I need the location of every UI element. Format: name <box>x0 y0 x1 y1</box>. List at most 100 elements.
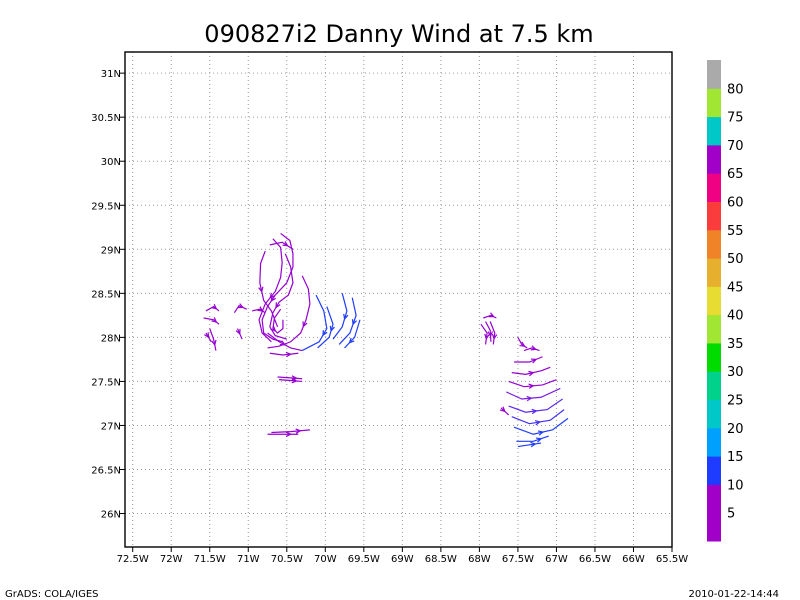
colorbar-label: 75 <box>727 111 744 126</box>
x-tick-label: 66W <box>622 554 645 565</box>
streamline-arrowhead <box>531 408 538 415</box>
streamline <box>279 379 303 383</box>
streamline-arrowhead <box>526 395 533 402</box>
y-tick-label: 28N <box>101 333 121 344</box>
colorbar-swatch <box>707 342 721 372</box>
streamline-arrowhead <box>211 303 218 310</box>
x-tick-label: 66.5W <box>579 554 611 565</box>
streamline <box>209 328 217 351</box>
streamline <box>516 435 549 442</box>
y-tick-label: 29.5N <box>91 201 121 212</box>
streamline-arrowhead <box>204 332 210 339</box>
x-tick-label: 68W <box>468 554 491 565</box>
streamline <box>233 304 247 314</box>
colorbar-label: 45 <box>727 280 744 295</box>
streamline <box>269 352 299 356</box>
colorbar: 5 10 15 20 25 30 35 40 45 50 55 60 65 70 75 80 <box>707 60 744 542</box>
colorbar-label: 70 <box>727 139 744 154</box>
streamline <box>517 442 542 448</box>
streamline-arrowhead <box>519 341 526 347</box>
x-tick-label: 68.5W <box>425 554 457 565</box>
streamline-arrowhead <box>528 370 535 377</box>
streamline-arrowhead <box>211 339 217 347</box>
colorbar-label: 25 <box>727 394 744 409</box>
streamline <box>344 319 361 349</box>
colorbar-swatch <box>707 399 721 429</box>
streamlines-layer <box>203 232 569 448</box>
x-tick-label: 67.5W <box>502 554 534 565</box>
colorbar-label: 5 <box>727 507 735 522</box>
footer-timestamp: 2010-01-22-14:44 <box>688 589 779 600</box>
y-tick-label: 31N <box>101 69 121 80</box>
x-tick-label: 72W <box>160 554 183 565</box>
colorbar-swatch <box>707 427 721 457</box>
colorbar-label: 10 <box>727 478 744 493</box>
colorbar-swatch <box>707 229 721 259</box>
streamline-arrowhead <box>530 358 538 364</box>
y-tick-label: 26.5N <box>91 465 121 476</box>
streamline-arrowhead <box>282 241 289 247</box>
streamline <box>269 241 294 250</box>
colorbar-label: 65 <box>727 167 744 182</box>
streamline-arrowhead <box>530 345 537 351</box>
streamline <box>203 317 220 325</box>
colorbar-label: 55 <box>727 224 744 239</box>
colorbar-swatch <box>707 144 721 174</box>
y-tick-label: 29N <box>101 245 121 256</box>
streamline-arrowhead <box>275 302 281 309</box>
streamline <box>480 323 488 345</box>
streamline-arrowhead <box>537 430 545 436</box>
streamline-arrowhead <box>351 319 358 326</box>
colorbar-label: 50 <box>727 252 744 267</box>
streamline <box>261 232 294 343</box>
streamline-arrowhead <box>322 330 328 337</box>
streamline-arrowhead <box>257 306 264 312</box>
streamline-arrowhead <box>528 383 535 389</box>
x-tick-label: 71W <box>237 554 260 565</box>
colorbar-swatch <box>707 201 721 231</box>
streamline-arrowhead <box>499 406 506 413</box>
x-tick-label: 71.5W <box>194 554 226 565</box>
x-axis: 72.5W 72W 71.5W 71W 70.5W 70W 69.5W 69W 68.5W 68W… <box>117 547 688 565</box>
colorbar-swatch <box>707 88 721 118</box>
colorbar-swatch <box>707 456 721 485</box>
colorbar-label: 80 <box>727 82 744 97</box>
streamline-arrowhead <box>211 317 218 323</box>
y-tick-label: 27.5N <box>91 377 121 388</box>
colorbar-swatch <box>707 314 721 344</box>
streamline-arrowhead <box>235 328 241 336</box>
streamline-arrowhead <box>291 377 298 384</box>
colorbar-swatch <box>707 512 721 542</box>
streamline-arrowhead <box>348 337 355 344</box>
streamline <box>485 321 492 342</box>
colorbar-swatch <box>707 286 721 316</box>
x-tick-label: 67W <box>545 554 568 565</box>
colorbar-swatch <box>707 258 721 287</box>
streamline <box>489 321 496 345</box>
streamline-arrowhead <box>491 333 498 341</box>
x-tick-label: 70.5W <box>271 554 303 565</box>
colorbar-label: 15 <box>727 450 744 465</box>
streamline <box>258 238 283 343</box>
colorbar-swatch <box>707 371 721 401</box>
x-tick-label: 69.5W <box>348 554 380 565</box>
y-tick-label: 30.5N <box>91 113 121 124</box>
y-axis: 26N 26.5N 27N 27.5N 28N 28.5N 29N 29.5N 30N 30.5N… <box>91 69 125 521</box>
colorbar-swatch <box>707 116 721 146</box>
streamline-arrowhead <box>270 295 277 302</box>
colorbar-label: 35 <box>727 337 744 352</box>
colorbar-label: 60 <box>727 195 744 210</box>
streamline <box>277 376 303 380</box>
colorbar-swatch <box>707 173 721 202</box>
x-tick-label: 72.5W <box>117 554 149 565</box>
streamline <box>271 429 310 434</box>
streamline-arrowhead <box>258 286 264 293</box>
streamline <box>269 253 294 340</box>
streamline-arrowhead <box>329 325 335 333</box>
streamline-arrowhead <box>269 292 276 299</box>
streamline-arrowhead <box>343 313 349 321</box>
colorbar-label: 30 <box>727 365 744 380</box>
plot-frame <box>124 51 673 548</box>
streamline-arrowhead <box>487 331 493 338</box>
